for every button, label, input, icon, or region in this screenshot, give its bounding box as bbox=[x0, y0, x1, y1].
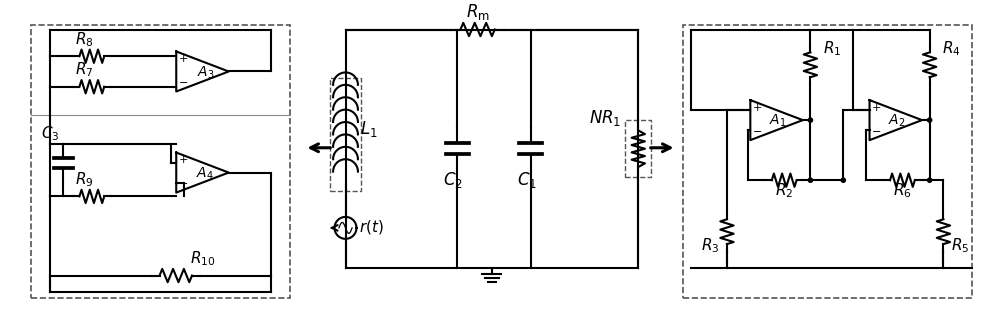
Text: $R_{10}$: $R_{10}$ bbox=[190, 249, 216, 268]
Text: $A_2$: $A_2$ bbox=[888, 113, 905, 129]
Text: $R_8$: $R_8$ bbox=[75, 30, 94, 49]
Text: $-$: $-$ bbox=[178, 76, 188, 86]
Text: $NR_1$: $NR_1$ bbox=[589, 108, 621, 128]
Bar bbox=[31, 25, 290, 298]
Bar bbox=[330, 78, 361, 191]
Text: $+$: $+$ bbox=[752, 101, 762, 113]
Text: $R_1$: $R_1$ bbox=[823, 39, 841, 58]
Text: $L_1$: $L_1$ bbox=[360, 120, 377, 139]
Text: $+$: $+$ bbox=[178, 53, 188, 64]
Text: $R_4$: $R_4$ bbox=[942, 39, 961, 58]
Text: $C_1$: $C_1$ bbox=[517, 170, 537, 190]
Text: $r(t)$: $r(t)$ bbox=[359, 218, 384, 236]
Text: $R_9$: $R_9$ bbox=[75, 170, 94, 189]
Text: $R_6$: $R_6$ bbox=[893, 181, 912, 200]
Text: $R_5$: $R_5$ bbox=[951, 237, 970, 256]
Text: $-$: $-$ bbox=[178, 177, 188, 187]
Circle shape bbox=[841, 178, 845, 182]
Text: $A_1$: $A_1$ bbox=[769, 113, 786, 129]
Text: $C_3$: $C_3$ bbox=[41, 124, 59, 143]
Text: $R_{\mathrm{m}}$: $R_{\mathrm{m}}$ bbox=[466, 2, 490, 22]
Text: $+$: $+$ bbox=[871, 101, 881, 113]
Text: $R_3$: $R_3$ bbox=[701, 237, 719, 256]
Circle shape bbox=[928, 118, 932, 122]
Text: $R_2$: $R_2$ bbox=[775, 181, 793, 200]
Text: $C_2$: $C_2$ bbox=[443, 170, 463, 190]
Text: $+$: $+$ bbox=[178, 154, 188, 165]
Bar bbox=[683, 25, 972, 298]
Text: $A_3$: $A_3$ bbox=[197, 64, 214, 81]
Text: $-$: $-$ bbox=[752, 125, 762, 134]
Circle shape bbox=[808, 118, 813, 122]
Bar bbox=[625, 120, 651, 177]
Circle shape bbox=[928, 178, 932, 182]
Text: $-$: $-$ bbox=[871, 125, 881, 134]
Text: $A_4$: $A_4$ bbox=[196, 165, 214, 182]
Text: $R_7$: $R_7$ bbox=[75, 60, 93, 79]
Circle shape bbox=[808, 178, 813, 182]
